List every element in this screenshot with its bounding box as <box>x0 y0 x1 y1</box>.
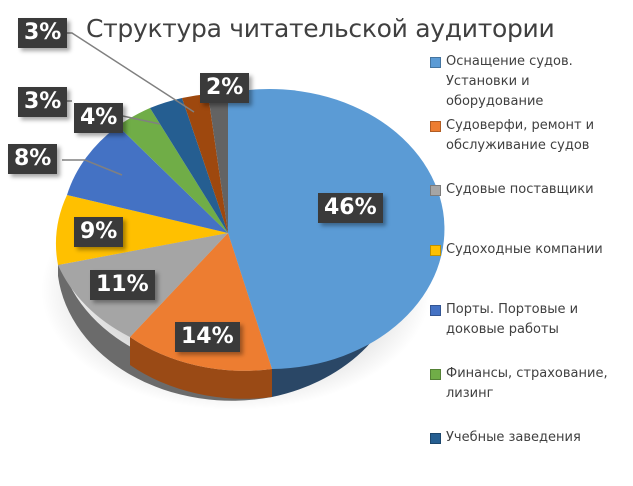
legend-swatch-icon <box>430 245 441 256</box>
data-label-11pct: 11% <box>90 270 155 300</box>
legend-swatch-icon <box>430 57 441 68</box>
slice-shipping <box>55 195 228 265</box>
data-label-46pct: 46% <box>318 193 383 223</box>
chart-title: Структура читательской аудитории <box>86 14 555 43</box>
legend-label: Финансы, страхование, лизинг <box>446 366 608 401</box>
legend-item: Учебные заведения <box>430 428 630 448</box>
slice-equipment <box>228 89 445 369</box>
legend-swatch-icon <box>430 433 441 444</box>
data-label-4pct: 4% <box>74 103 124 133</box>
data-label-3pct: 3% <box>18 87 68 117</box>
legend-item: Оснащение судов. Установки и оборудовани… <box>430 52 620 112</box>
legend-label: Оснащение судов. Установки и оборудовани… <box>446 54 573 109</box>
data-label-9pct: 9% <box>74 217 124 247</box>
legend-swatch-icon <box>430 121 441 132</box>
legend-label: Судоверфи, ремонт и обслуживание судов <box>446 118 595 153</box>
slice-finance <box>118 108 228 233</box>
legend-label: Порты. Портовые и доковые работы <box>446 302 579 337</box>
data-label-8pct: 8% <box>8 144 58 174</box>
data-label-3pct-top: 3% <box>18 18 68 48</box>
legend-item: Судовые поставщики <box>430 180 630 200</box>
legend-swatch-icon <box>430 305 441 316</box>
slice-other-2 <box>208 93 228 233</box>
legend-swatch-icon <box>430 369 441 380</box>
data-label-2pct: 2% <box>200 73 250 103</box>
legend-swatch-icon <box>430 185 441 196</box>
legend-label: Судоходные компании <box>446 242 603 257</box>
slice-ports <box>67 126 228 233</box>
legend-item: Судоверфи, ремонт и обслуживание судов <box>430 116 620 156</box>
legend-item: Порты. Портовые и доковые работы <box>430 300 610 340</box>
legend-label: Судовые поставщики <box>446 182 594 197</box>
slice-education <box>150 98 228 233</box>
legend-item: Финансы, страхование, лизинг <box>430 364 630 404</box>
data-label-14pct: 14% <box>175 322 240 352</box>
legend-item: Судоходные компании <box>430 240 630 260</box>
slice-other-1 <box>182 94 228 233</box>
legend-label: Учебные заведения <box>446 430 581 445</box>
